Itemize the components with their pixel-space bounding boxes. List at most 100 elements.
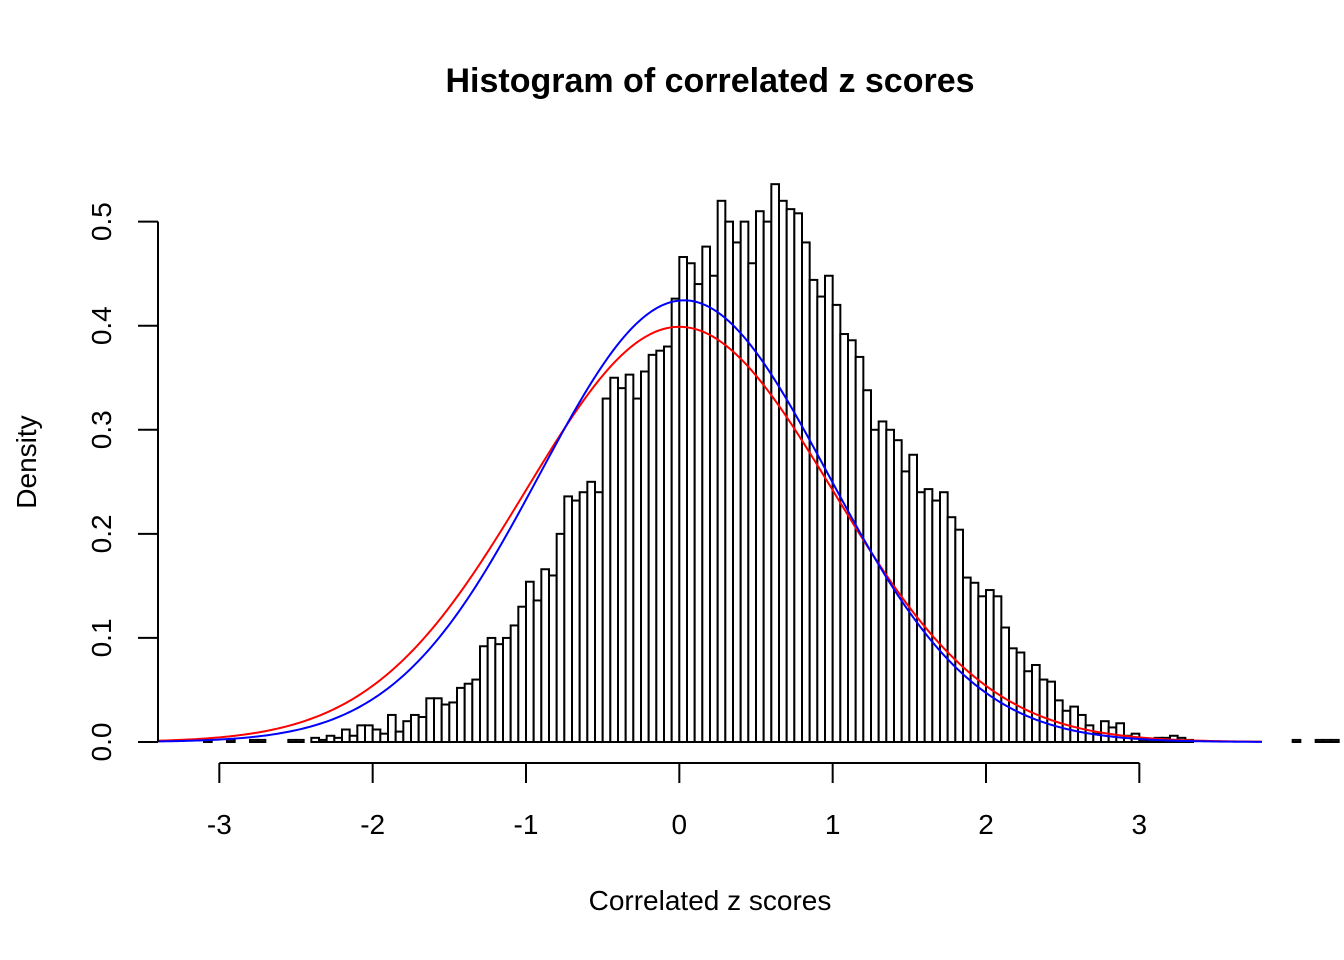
histogram-bar <box>1023 670 1033 743</box>
histogram-bar <box>862 389 873 743</box>
x-tick-label: -1 <box>514 809 539 840</box>
histogram-bar <box>908 453 919 743</box>
histogram-bar <box>1008 647 1018 744</box>
histogram-bar <box>486 636 497 743</box>
histogram-bar <box>831 303 842 743</box>
histogram-bar <box>548 574 558 743</box>
histogram-bar <box>962 576 972 743</box>
histogram-bar <box>847 339 857 743</box>
density-curves <box>157 299 1263 743</box>
histogram-bar <box>739 220 750 743</box>
histogram-bar <box>525 580 535 743</box>
histogram-bar <box>854 355 865 743</box>
histogram-bar <box>617 387 627 743</box>
histogram-bar <box>402 720 412 744</box>
x-tick-label: 2 <box>978 809 994 840</box>
histogram-bar <box>877 420 888 743</box>
histogram-bar <box>609 376 620 743</box>
histogram-bar <box>479 645 489 743</box>
y-tick-label: 0.5 <box>86 202 117 241</box>
histogram-bars <box>203 183 1340 744</box>
histogram-bar <box>1069 705 1079 743</box>
histogram-bar <box>333 736 343 744</box>
histogram-bar <box>939 491 949 743</box>
histogram-bar <box>808 278 819 743</box>
histogram-bar <box>992 595 1003 743</box>
y-axis-label: Density <box>11 415 42 508</box>
histogram-bar <box>663 345 673 743</box>
histogram-bar <box>226 738 236 743</box>
histogram-bar <box>770 183 781 744</box>
histogram-bar <box>762 220 773 743</box>
histogram-bar <box>839 333 850 743</box>
histogram-bar <box>433 697 443 743</box>
histogram-bar <box>678 256 689 743</box>
histogram-bar <box>747 262 758 743</box>
histogram-bar <box>931 499 942 743</box>
histogram-bar <box>1291 738 1302 743</box>
histogram-bar <box>563 495 574 744</box>
histogram-bar <box>555 532 566 743</box>
histogram-bar <box>632 397 643 743</box>
histogram-bar <box>701 245 712 744</box>
histogram-bar <box>1000 626 1011 744</box>
histogram-bar <box>1115 722 1125 744</box>
histogram-bar <box>1046 680 1056 744</box>
y-tick-label: 0.2 <box>86 514 117 553</box>
histogram-bar <box>1015 651 1026 743</box>
histogram-bar <box>456 686 466 744</box>
histogram-bar <box>716 199 727 743</box>
histogram-bar <box>624 373 635 743</box>
histogram-bar <box>410 713 420 744</box>
histogram-bar <box>448 701 458 744</box>
histogram-bar <box>778 199 788 743</box>
histogram-bar <box>985 589 995 743</box>
histogram-bar <box>647 353 658 743</box>
histogram-bar <box>709 274 719 743</box>
histogram-bar <box>732 241 742 743</box>
histogram-bar <box>923 488 934 743</box>
histogram-bar <box>977 595 988 743</box>
histogram-bar <box>571 499 581 743</box>
histogram-bar <box>417 716 428 744</box>
histogram-bar <box>341 728 351 744</box>
histogram-bar <box>670 297 681 743</box>
histogram-bar <box>870 428 880 743</box>
density-curve-2 <box>157 299 1263 743</box>
histogram-bar <box>517 605 528 744</box>
histogram-bar <box>364 724 374 743</box>
histogram-bar <box>969 581 980 744</box>
y-tick-label: 0.1 <box>86 618 117 657</box>
y-tick-label: 0.4 <box>86 306 117 345</box>
histogram-bar <box>816 295 827 743</box>
histogram-bar <box>440 703 451 744</box>
x-tick-label: -3 <box>207 809 232 840</box>
histogram-bar <box>310 736 320 744</box>
histogram-bar <box>425 697 435 743</box>
histogram-bar <box>946 516 957 744</box>
histogram-bar <box>586 480 597 743</box>
histogram-bar <box>348 734 359 744</box>
histogram-bar <box>1038 678 1049 743</box>
histogram-bar <box>1330 738 1340 743</box>
histogram-bar <box>295 738 305 743</box>
histogram-bar <box>379 732 389 743</box>
histogram-bar <box>371 728 382 744</box>
y-tick-label: 0.3 <box>86 410 117 449</box>
histogram-bar <box>655 349 666 743</box>
histogram-bar <box>824 274 834 743</box>
histogram-bar <box>724 220 735 743</box>
histogram-bar <box>394 730 405 744</box>
histogram-bar <box>463 682 474 743</box>
x-axis-ticks: -3 -2 -1 0 1 2 3 <box>207 763 1147 840</box>
histogram-bar <box>387 713 397 744</box>
histogram-bar <box>1100 720 1110 744</box>
histogram-bar <box>356 724 366 743</box>
y-tick-label: 0.0 <box>86 723 117 762</box>
histogram-bar <box>532 599 543 744</box>
histogram-bar <box>540 568 551 743</box>
histogram-bar <box>249 738 259 743</box>
histogram-bar <box>1314 738 1325 743</box>
histogram-bar <box>578 491 589 743</box>
histogram-bar <box>502 636 512 743</box>
